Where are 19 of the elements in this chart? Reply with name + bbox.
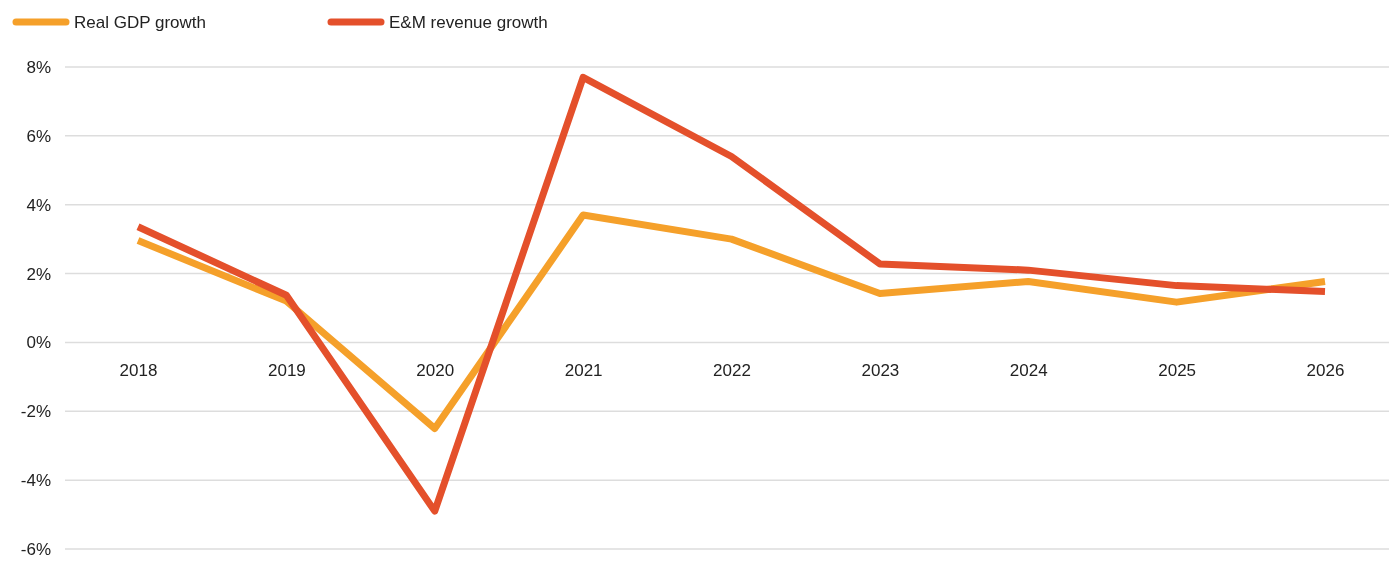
- x-tick-label: 2020: [416, 361, 455, 381]
- x-tick-label: 2024: [1009, 361, 1048, 381]
- x-tick-label: 2021: [564, 361, 603, 381]
- x-tick-label: 2025: [1158, 361, 1197, 381]
- x-tick-label: 2023: [861, 361, 900, 381]
- y-tick-label: -2%: [20, 402, 51, 422]
- x-tick-label: 2022: [713, 361, 751, 381]
- y-tick-label: 6%: [26, 126, 51, 146]
- y-tick-label: -4%: [20, 471, 51, 491]
- legend-label: E&M revenue growth: [389, 13, 548, 32]
- y-tick-label: 4%: [26, 195, 51, 215]
- y-tick-label: -6%: [20, 539, 51, 559]
- x-tick-label: 2026: [1306, 361, 1345, 381]
- x-tick-label: 2019: [267, 361, 306, 381]
- y-tick-label: 2%: [26, 264, 51, 284]
- y-tick-label: 8%: [26, 57, 51, 77]
- x-tick-label: 2018: [119, 361, 158, 381]
- y-tick-label: 0%: [26, 333, 51, 353]
- legend-label: Real GDP growth: [74, 13, 206, 32]
